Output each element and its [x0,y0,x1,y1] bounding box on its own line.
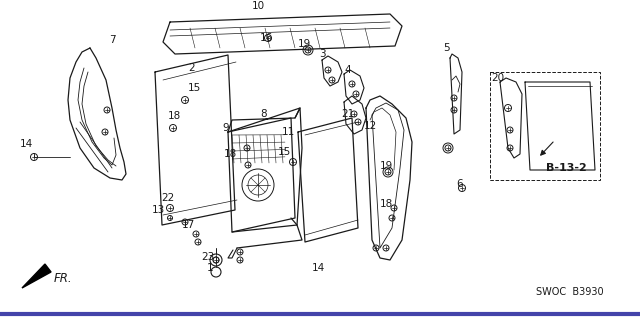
Text: 2: 2 [189,63,195,73]
Text: 14: 14 [19,139,33,149]
Text: 21: 21 [341,109,355,119]
Text: 18: 18 [168,111,180,121]
Text: 5: 5 [443,43,449,53]
Text: 8: 8 [260,109,268,119]
Text: 19: 19 [298,39,310,49]
Text: 15: 15 [277,147,291,157]
Text: SWOC  B3930: SWOC B3930 [536,287,604,297]
Bar [490,72,600,180]
Text: 6: 6 [457,179,463,189]
Text: 1: 1 [207,263,213,273]
Text: 18: 18 [380,199,392,209]
Text: 10: 10 [252,1,264,11]
Text: 17: 17 [181,220,195,230]
Polygon shape [22,264,51,288]
Text: 20: 20 [492,73,504,83]
Text: 16: 16 [259,33,273,43]
Text: 12: 12 [364,121,376,131]
Text: 23: 23 [202,252,214,262]
Text: 15: 15 [188,83,200,93]
Text: 3: 3 [319,49,325,59]
Text: 18: 18 [223,149,237,159]
Text: 7: 7 [109,35,115,45]
Text: 19: 19 [380,161,392,171]
Text: B-13-2: B-13-2 [546,163,586,173]
Text: 13: 13 [152,205,164,215]
Text: 14: 14 [312,263,324,273]
Text: 11: 11 [282,127,294,137]
Text: FR.: FR. [54,271,72,285]
Text: 4: 4 [345,65,351,75]
Text: 9: 9 [223,123,229,133]
Text: 22: 22 [161,193,175,203]
